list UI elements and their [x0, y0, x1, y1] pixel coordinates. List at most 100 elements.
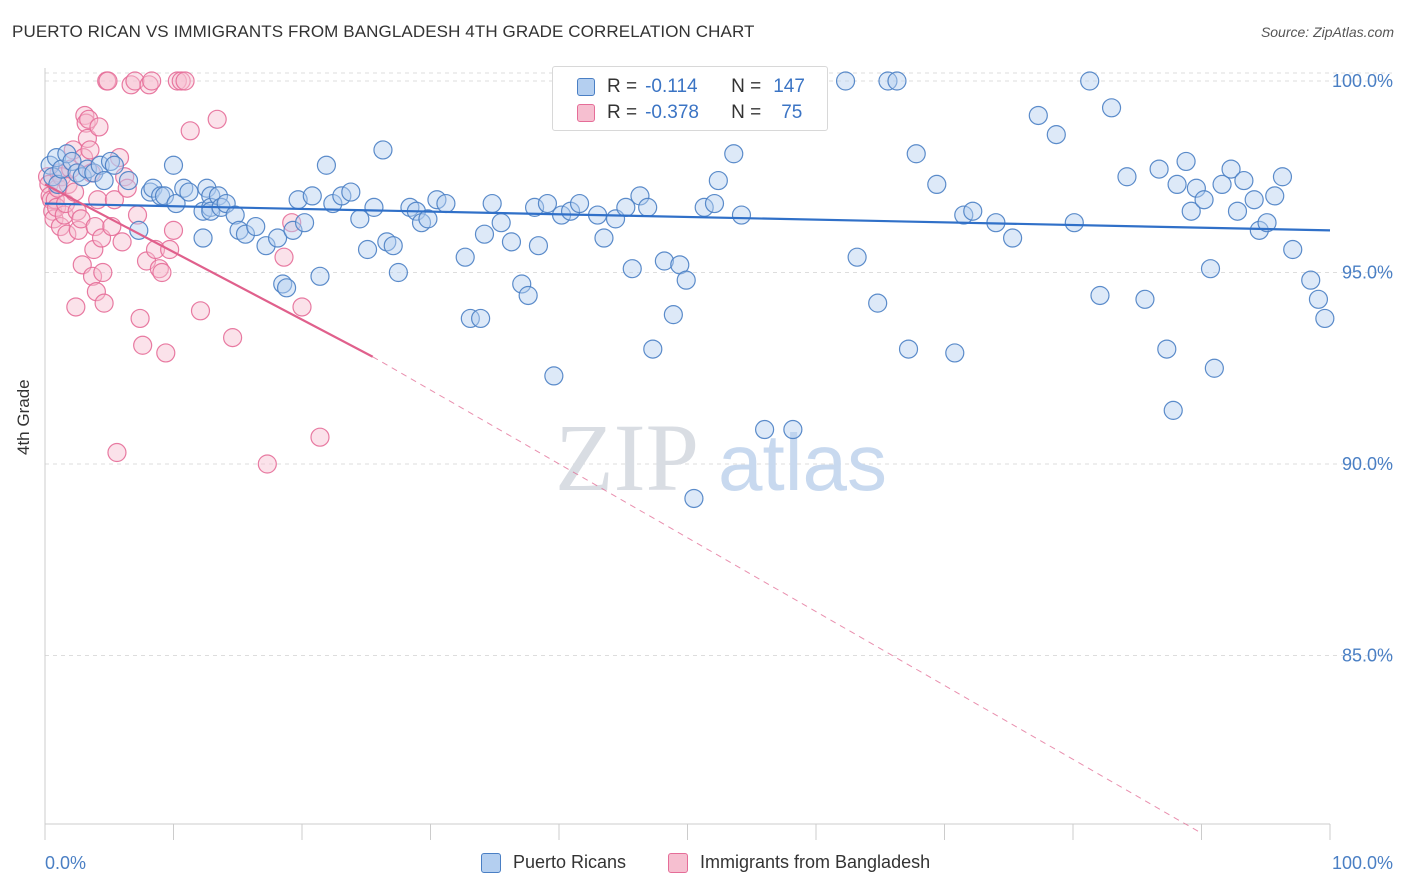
trend-lines [44, 183, 1331, 833]
point-puerto-rican [528, 236, 549, 256]
point-puerto-rican [455, 247, 475, 267]
point-bangladesh [80, 140, 100, 160]
point-puerto-rican [179, 182, 199, 202]
point-bangladesh [44, 209, 64, 229]
legend-item-bangladesh[interactable]: Immigrants from Bangladesh [668, 852, 930, 873]
point-puerto-rican [276, 278, 297, 298]
point-puerto-rican [94, 170, 114, 191]
point-bangladesh [163, 220, 184, 240]
point-bangladesh [310, 427, 330, 447]
point-bangladesh [142, 71, 162, 91]
legend-label-bangladesh: Immigrants from Bangladesh [700, 852, 931, 872]
point-puerto-rican [663, 305, 683, 325]
point-puerto-rican [544, 366, 564, 386]
point-puerto-rican [1227, 201, 1248, 221]
point-bangladesh [117, 178, 137, 198]
point-puerto-rican [104, 155, 124, 175]
point-puerto-rican [868, 293, 888, 313]
point-bangladesh [57, 224, 77, 244]
point-puerto-rican [294, 213, 315, 233]
point-puerto-rican [143, 178, 163, 198]
point-bangladesh [85, 216, 105, 237]
trend-line-puerto-ricans [44, 202, 1331, 232]
legend-swatch-blue [481, 852, 501, 873]
point-puerto-rican [1265, 186, 1285, 206]
tick-labels: 85.0% 90.0% 95.0% 100.0% 0.0% 100.0% [45, 71, 1393, 873]
point-puerto-rican [927, 174, 947, 195]
point-puerto-rican [887, 71, 907, 91]
point-puerto-rican [1283, 239, 1303, 260]
point-puerto-rican [163, 155, 184, 175]
watermark-atlas: atlas [718, 418, 887, 507]
point-puerto-rican [1090, 285, 1110, 306]
point-puerto-rican [256, 236, 276, 256]
point-puerto-rican [154, 186, 175, 206]
point-puerto-rican [46, 148, 67, 168]
point-puerto-rican [1101, 98, 1122, 118]
point-puerto-rican [1200, 259, 1221, 279]
point-puerto-rican [1046, 125, 1066, 145]
point-puerto-rican [835, 71, 856, 91]
point-puerto-rican [704, 193, 725, 214]
watermark-zip: ZIP [555, 404, 699, 511]
point-bangladesh [274, 247, 294, 267]
point-puerto-rican [1028, 105, 1048, 126]
point-puerto-rican [1176, 151, 1196, 172]
point-bangladesh [125, 71, 145, 91]
point-puerto-rican [1003, 228, 1023, 248]
n-label: N = [731, 76, 762, 97]
point-puerto-rican [283, 220, 303, 240]
point-puerto-rican [388, 262, 408, 283]
point-bangladesh [190, 301, 211, 321]
stats-legend: R = -0.114 N = 147 R = -0.378 N = 75 [552, 66, 828, 131]
point-puerto-rican [1204, 358, 1224, 378]
point-puerto-rican [783, 419, 803, 440]
point-puerto-rican [235, 224, 256, 244]
point-puerto-rican [1163, 400, 1183, 420]
legend-row-blue: R = -0.114 N = 147 [577, 75, 805, 99]
point-puerto-rican [1080, 71, 1100, 91]
point-puerto-rican [1186, 178, 1206, 198]
legend-item-puerto-ricans[interactable]: Puerto Ricans [481, 852, 626, 873]
point-bangladesh [180, 121, 200, 141]
point-puerto-rican [84, 163, 104, 183]
point-puerto-rican [963, 201, 983, 221]
r-label: R = [607, 76, 638, 97]
point-puerto-rican [654, 251, 674, 271]
point-puerto-rican [518, 285, 538, 306]
point-bangladesh [130, 308, 150, 329]
point-puerto-rican [1117, 167, 1137, 187]
point-bangladesh [75, 105, 95, 126]
point-puerto-rican [1272, 167, 1293, 187]
legend-label-puerto-ricans: Puerto Ricans [513, 852, 627, 872]
point-bangladesh [82, 266, 103, 286]
point-puerto-rican [1244, 190, 1264, 210]
r-value-blue: -0.114 [645, 76, 698, 97]
y-tick-label: 85.0% [1342, 646, 1393, 666]
point-puerto-rican [512, 274, 532, 294]
point-puerto-rican [1257, 213, 1277, 233]
point-puerto-rican [1315, 308, 1335, 329]
legend-swatch-blue [577, 78, 595, 96]
point-bangladesh [156, 343, 176, 363]
point-puerto-rican [90, 155, 110, 175]
point-puerto-rican [501, 232, 522, 252]
y-tick-label: 100.0% [1332, 71, 1393, 91]
n-value-pink: 75 [781, 102, 803, 123]
point-puerto-rican [40, 155, 60, 175]
point-puerto-rican [52, 159, 72, 179]
point-puerto-rican [1194, 190, 1214, 210]
point-puerto-rican [754, 419, 775, 440]
point-puerto-rican [1234, 170, 1254, 191]
point-puerto-rican [643, 339, 663, 359]
point-puerto-rican [364, 197, 384, 217]
point-puerto-rican [267, 228, 288, 248]
point-puerto-rican [174, 178, 194, 198]
point-bangladesh [84, 239, 104, 260]
point-puerto-rican [341, 182, 361, 202]
point-puerto-rican [129, 220, 149, 240]
point-puerto-rican [471, 308, 491, 329]
point-bangladesh [107, 442, 127, 463]
point-puerto-rican [1064, 213, 1084, 233]
